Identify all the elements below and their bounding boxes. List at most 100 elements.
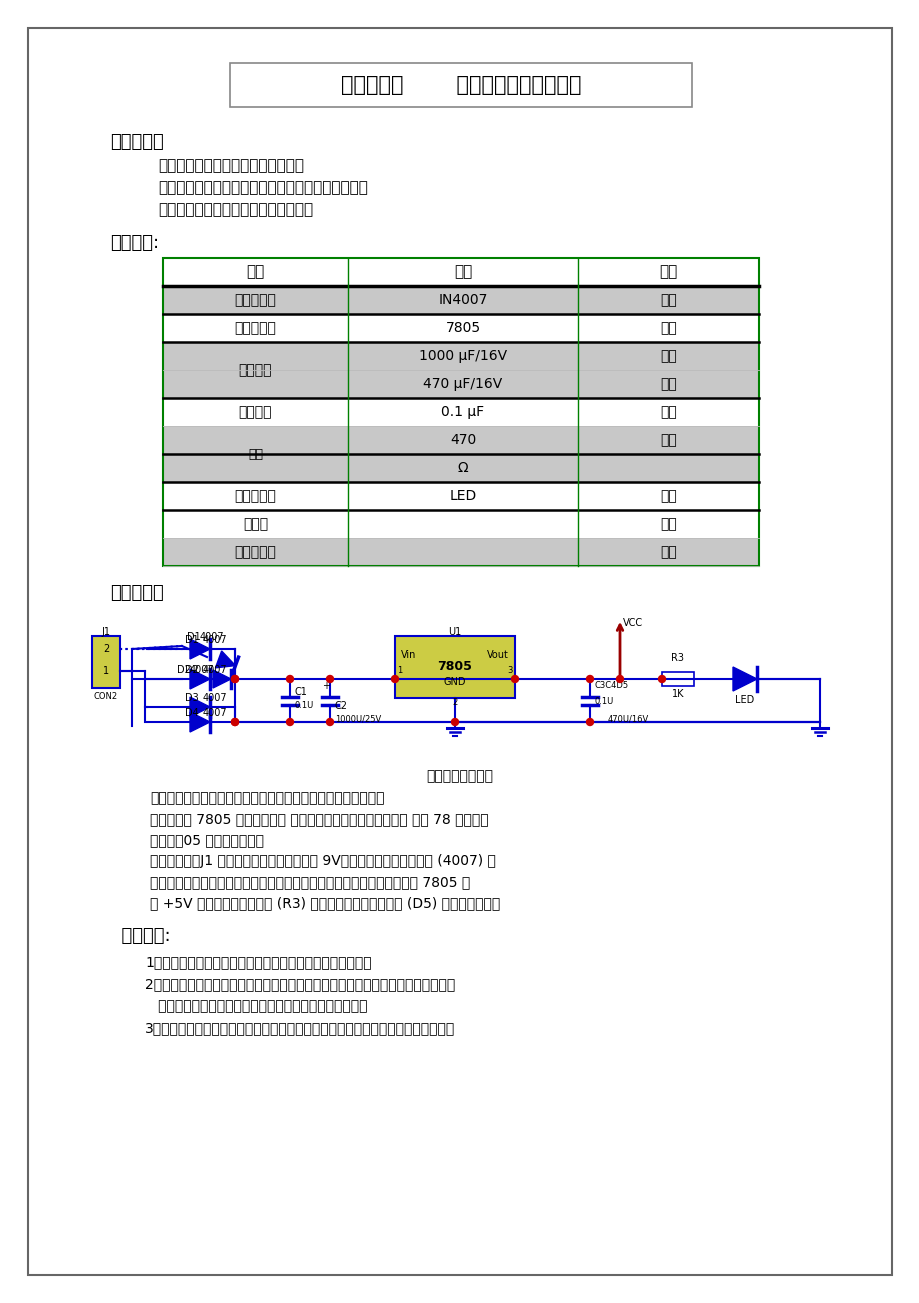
- Text: 4007: 4007: [190, 665, 214, 675]
- Text: 瓷介电容: 瓷介电容: [239, 405, 272, 420]
- Circle shape: [616, 675, 623, 683]
- Text: 3: 3: [506, 666, 512, 675]
- Text: 7805: 7805: [437, 659, 472, 672]
- Circle shape: [286, 675, 293, 683]
- Circle shape: [391, 675, 398, 683]
- Text: R3: R3: [671, 653, 684, 663]
- Circle shape: [658, 675, 664, 683]
- Bar: [92, 636, 119, 688]
- Text: 7805: 7805: [445, 321, 480, 335]
- Text: 0.1U: 0.1U: [595, 697, 614, 706]
- Text: D3: D3: [185, 693, 199, 704]
- Text: 直流稳压电源电路由变压一整流一滤波一稳压输出四部分组成。: 直流稳压电源电路由变压一整流一滤波一稳压输出四部分组成。: [150, 791, 384, 805]
- Text: 4007: 4007: [203, 708, 227, 718]
- Text: 一个: 一个: [660, 489, 676, 503]
- Bar: [163, 285, 758, 314]
- Circle shape: [232, 718, 238, 726]
- Bar: [163, 314, 758, 341]
- Text: 实习过程:: 实习过程:: [110, 926, 170, 945]
- Polygon shape: [215, 652, 235, 668]
- Text: 电阻: 电阻: [248, 447, 263, 460]
- Circle shape: [586, 718, 593, 726]
- Bar: [662, 672, 693, 685]
- Polygon shape: [190, 697, 210, 717]
- Text: 1000 μF/16V: 1000 μF/16V: [418, 349, 506, 364]
- Text: LED: LED: [734, 694, 754, 705]
- Text: D2: D2: [185, 665, 199, 675]
- Text: 成的单相桥式全波整流电路进行整流，再经电容滤波，最后由三端稳压器 7805 输: 成的单相桥式全波整流电路进行整流，再经电容滤波，最后由三端稳压器 7805 输: [150, 876, 470, 889]
- Text: 3、焊接完成以后，剪去电路板后面多余元件引线，检查相关焊接点，确保没有虚焊: 3、焊接完成以后，剪去电路板后面多余元件引线，检查相关焊接点，确保没有虚焊: [145, 1022, 455, 1035]
- Text: D2: D2: [176, 665, 190, 675]
- Bar: [163, 258, 758, 285]
- Text: D1: D1: [185, 635, 199, 645]
- Text: Ω: Ω: [457, 461, 468, 476]
- Text: 电解电容: 电解电容: [239, 364, 272, 377]
- Text: 4007: 4007: [203, 665, 227, 675]
- Text: C1: C1: [295, 687, 308, 697]
- Text: 一个: 一个: [660, 517, 676, 532]
- Polygon shape: [190, 638, 210, 659]
- Circle shape: [451, 718, 458, 726]
- Text: 470U/16V: 470U/16V: [607, 714, 649, 723]
- Text: 一只: 一只: [660, 349, 676, 364]
- Text: 直流稳压电源电路: 直流稳压电源电路: [426, 769, 493, 783]
- Text: 名称: 名称: [246, 265, 265, 280]
- Text: 1、了解实验原理图，明确各个元件的基本功能与连接方法；: 1、了解实验原理图，明确各个元件的基本功能与连接方法；: [145, 955, 371, 969]
- Text: 三端稳压器 7805 是由输入端、 输出端和公共端组成的集成块。 其中 78 为产品系: 三端稳压器 7805 是由输入端、 输出端和公共端组成的集成块。 其中 78 为…: [150, 812, 488, 826]
- Text: 发光二极管: 发光二极管: [234, 489, 276, 503]
- Bar: [394, 636, 515, 698]
- Polygon shape: [213, 670, 231, 688]
- Text: 4007: 4007: [203, 693, 227, 704]
- Text: 接线柱: 接线柱: [243, 517, 267, 532]
- Text: CON2: CON2: [94, 692, 118, 701]
- Text: 1: 1: [397, 666, 402, 675]
- Text: U1: U1: [448, 627, 461, 637]
- Text: 470 μF/16V: 470 μF/16V: [423, 377, 502, 391]
- Text: 1: 1: [103, 666, 109, 676]
- Circle shape: [232, 675, 238, 683]
- Text: +: +: [322, 681, 330, 691]
- Circle shape: [232, 718, 238, 726]
- Text: Vin: Vin: [401, 650, 416, 661]
- Circle shape: [232, 675, 238, 683]
- Text: 二只: 二只: [660, 405, 676, 420]
- Text: 整流二极管: 整流二极管: [234, 293, 276, 308]
- Text: J1: J1: [101, 627, 110, 637]
- Text: 型号: 型号: [453, 265, 471, 280]
- Text: D4: D4: [185, 708, 199, 718]
- Text: Vout: Vout: [486, 650, 508, 661]
- Text: 2: 2: [451, 698, 457, 708]
- Bar: [163, 426, 758, 453]
- Text: 2、按照先安装电阻、瓷介电容等贴板安装元件，后安装电容、三段稳压器、电源插: 2、按照先安装电阻、瓷介电容等贴板安装元件，后安装电容、三段稳压器、电源插: [145, 977, 455, 992]
- Text: 出 +5V 直流电压，其中电阻 (R3) 为限流电阻；发光二极管 (D5) 为电源指示灯。: 出 +5V 直流电压，其中电阻 (R3) 为限流电阻；发光二极管 (D5) 为电…: [150, 896, 500, 909]
- Text: 实习目的：: 实习目的：: [110, 133, 164, 151]
- Text: 1000U/25V: 1000U/25V: [335, 715, 380, 724]
- Bar: [163, 341, 758, 370]
- Text: 一只: 一只: [660, 321, 676, 335]
- Bar: [230, 63, 691, 107]
- Text: 0.1 μF: 0.1 μF: [441, 405, 484, 420]
- Text: 了解直流稳压电源电路的工作原理；: 了解直流稳压电源电路的工作原理；: [158, 158, 303, 173]
- Text: 4007: 4007: [199, 632, 224, 642]
- Text: 列代号，05 为输出电压值。: 列代号，05 为输出电压值。: [150, 833, 264, 847]
- Text: 座、发光二极管等较高较大的元件的原则进行焊接安装；: 座、发光二极管等较高较大的元件的原则进行焊接安装；: [145, 999, 367, 1012]
- Text: VCC: VCC: [622, 618, 642, 628]
- Circle shape: [511, 675, 518, 683]
- Text: IN4007: IN4007: [437, 293, 487, 308]
- Text: D1: D1: [187, 632, 200, 642]
- Bar: [163, 370, 758, 397]
- Bar: [163, 397, 758, 426]
- Text: 掌握电子电路焊接工艺中的基本技能。: 掌握电子电路焊接工艺中的基本技能。: [158, 202, 312, 218]
- Text: GND: GND: [443, 678, 466, 687]
- Text: 印刷电路板: 印刷电路板: [234, 545, 276, 559]
- Polygon shape: [190, 711, 210, 732]
- Text: 一个: 一个: [660, 433, 676, 447]
- Text: 实习原理：: 实习原理：: [110, 584, 164, 602]
- Text: 0.1U: 0.1U: [295, 701, 314, 710]
- Text: 470: 470: [449, 433, 476, 447]
- Text: 四只: 四只: [660, 293, 676, 308]
- Text: 一块: 一块: [660, 545, 676, 559]
- Text: C2: C2: [335, 701, 347, 711]
- Text: LED: LED: [448, 489, 476, 503]
- Text: 1K: 1K: [671, 689, 684, 698]
